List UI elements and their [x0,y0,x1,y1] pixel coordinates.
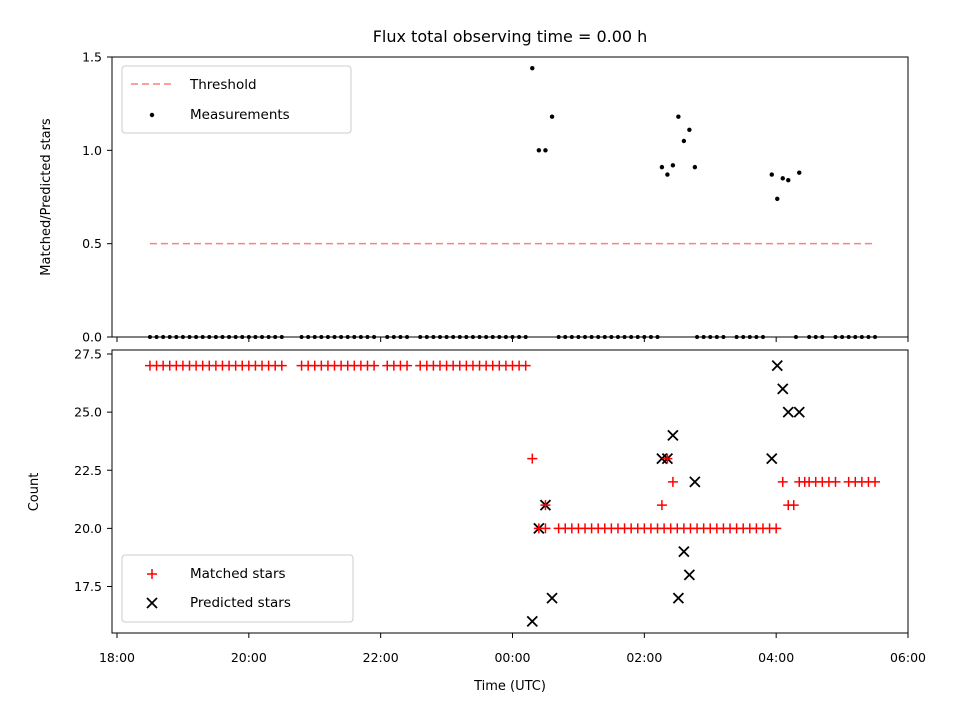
measurement-point [665,172,670,177]
bottom-plot-data [144,359,881,628]
matched-star-marker [540,500,551,511]
matched-star-marker [799,476,810,487]
matched-star-marker [667,476,678,487]
matched-star-marker [369,360,380,371]
predicted-star-marker [782,406,794,418]
measurement-point [797,170,802,175]
predicted-star-marker [678,545,690,558]
matched-star-marker [276,360,287,371]
bottom-y-tick-label: 17.5 [74,579,102,594]
bottom-legend[interactable]: Matched stars Predicted stars [121,554,354,623]
top-x-ticks [116,337,909,342]
predicted-star-marker [771,359,783,372]
bottom-y-ticks: 17.5 20.0 22.5 25.0 27.5 [74,347,112,594]
predicted-stars-legend-label: Predicted stars [190,595,291,611]
predicted-stars-legend-swatch [146,597,158,609]
measurement-point [543,148,548,153]
measurement-point [780,176,785,181]
bottom-x-tick-label: 02:00 [626,650,662,665]
top-y-tick-label: 1.0 [82,143,102,158]
measurement-point [659,164,665,170]
top-y-tick-label: 0.0 [82,330,102,345]
bottom-x-tick-label: 00:00 [494,650,530,665]
measurement-point [681,138,687,144]
predicted-star-marker [667,429,679,442]
bottom-y-tick-label: 22.5 [74,463,102,478]
bottom-axes: 17.5 20.0 22.5 25.0 27.5 18:00 20:00 22:00 00:0… [27,347,926,695]
matched-star-marker [527,453,538,464]
bottom-x-tick-label: 04:00 [758,650,794,665]
matched-star-marker [540,523,551,534]
bottom-y-tick-label: 27.5 [74,347,102,362]
predicted-star-marker [672,592,685,604]
matched-stars-legend-swatch [147,569,157,579]
top-y-tick-label: 1.5 [82,50,102,65]
predicted-star-marker [546,592,558,604]
matched-star-marker [870,476,881,487]
predicted-star-marker [777,383,789,395]
measurement-point [687,127,692,132]
bottom-x-tick-label: 22:00 [363,650,399,665]
matched-star-marker [520,360,531,371]
matched-star-marker [830,476,841,487]
bottom-y-tick-label: 20.0 [74,521,102,536]
top-y-ticks: 0.0 0.5 1.0 1.5 [82,50,112,345]
predicted-star-marker [683,569,696,581]
measurement-point [775,196,780,202]
matched-star-marker [656,500,667,511]
bottom-legend-box [121,554,354,623]
matched-star-marker [662,453,673,464]
measurement-point [530,66,535,71]
bottom-x-ticks: 18:00 20:00 22:00 00:00 02:00 04:00 06:00 [99,633,926,665]
threshold-legend-label: Threshold [189,77,257,93]
measurement-point [670,163,676,168]
chart-title: Flux total observing time = 0.00 h [373,27,648,46]
measurement-point [692,164,698,170]
matched-stars-legend-label: Matched stars [190,566,286,582]
matched-star-marker [777,476,788,487]
top-y-tick-label: 0.5 [82,236,102,251]
bottom-axes-frame [111,349,909,634]
predicted-star-marker [766,452,778,465]
top-legend[interactable]: Threshold Measurements [121,65,352,134]
bottom-x-tick-label: 06:00 [890,650,926,665]
measurement-point [549,114,555,119]
predicted-star-marker [526,615,538,628]
bottom-x-tick-label: 20:00 [231,650,267,665]
measurement-point [536,148,542,153]
bottom-y-tick-label: 25.0 [74,405,102,420]
top-axes-frame [111,56,909,338]
top-y-axis-label: Matched/Predicted stars [39,118,54,276]
measurements-legend-label: Measurements [190,107,290,123]
measurement-point [676,114,681,119]
top-axes: 0.0 0.5 1.0 1.5 Matched/Predicted stars Thr… [39,50,909,345]
bottom-y-axis-label: Count [27,473,42,512]
matched-star-marker [402,360,413,371]
measurement-point [786,178,791,183]
measurement-point [769,172,774,177]
predicted-star-marker [689,476,701,488]
bottom-x-tick-label: 18:00 [99,650,135,665]
x-axis-label: Time (UTC) [473,679,546,694]
matched-star-marker [788,500,799,511]
predicted-star-marker [793,406,805,418]
matched-star-marker [771,523,782,534]
top-legend-box [121,65,352,134]
measurements-legend-swatch [149,112,155,118]
